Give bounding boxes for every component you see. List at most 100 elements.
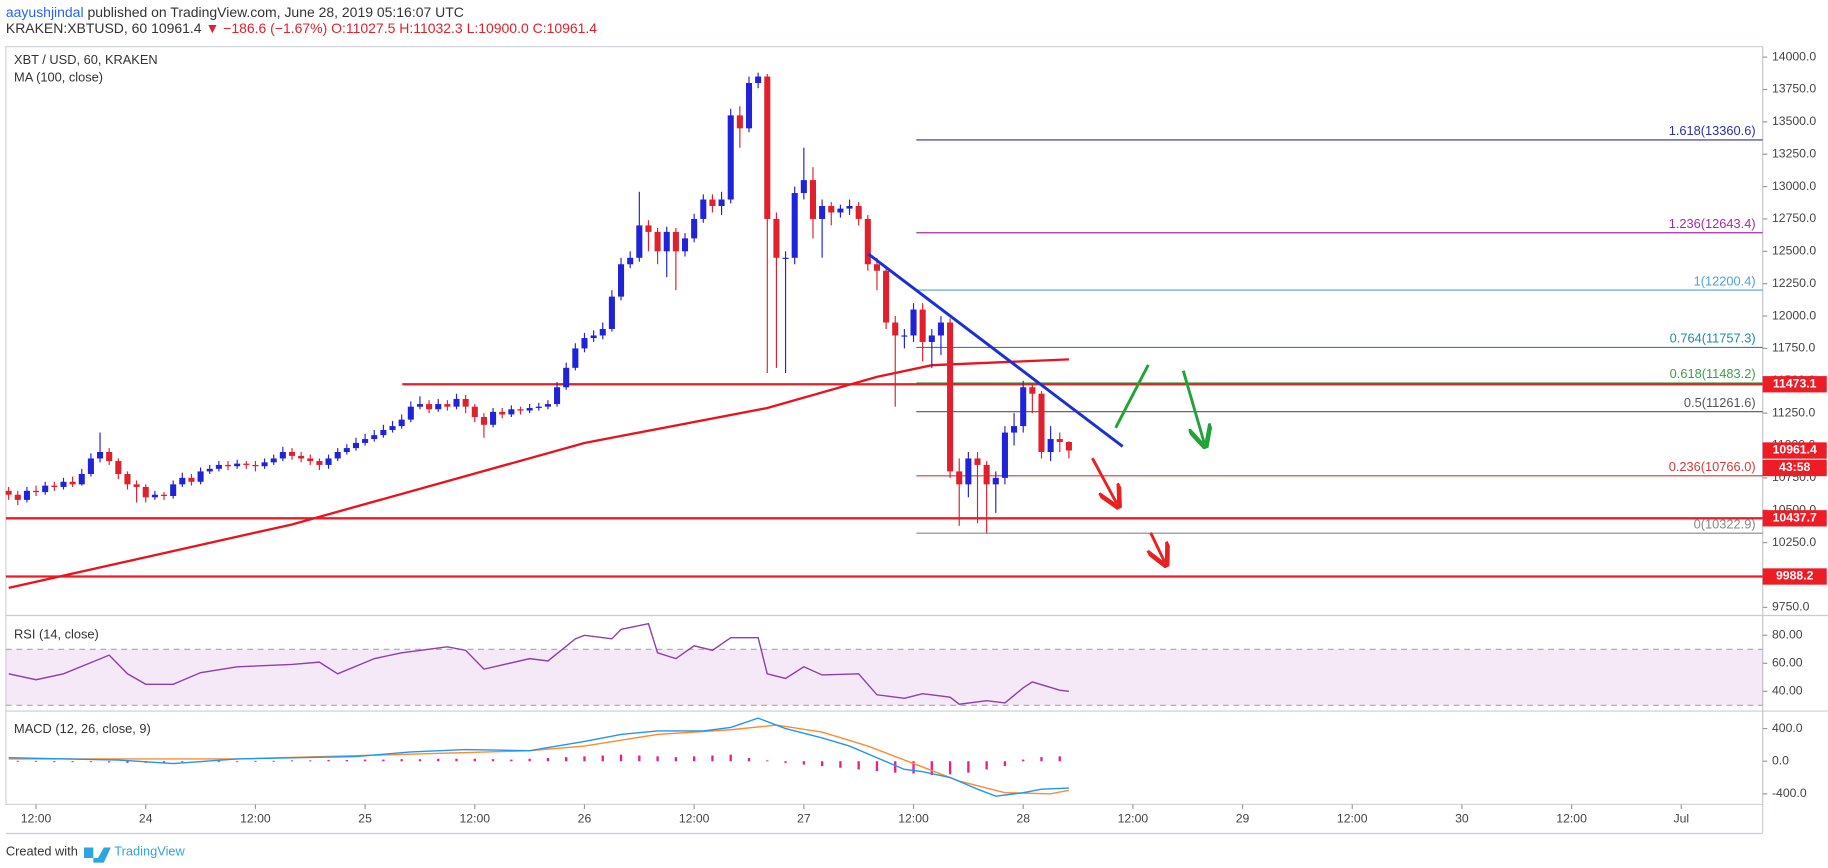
macd-histogram-bar <box>857 761 860 770</box>
candle-body <box>846 206 853 209</box>
candle-body <box>873 264 880 271</box>
candle-body <box>115 461 122 474</box>
candle-body <box>764 76 771 219</box>
y-tick-label: 11250.0 <box>1772 405 1816 419</box>
macd-histogram-bar <box>820 761 824 767</box>
candle-body <box>937 322 944 336</box>
candle-body <box>462 398 469 407</box>
candle-body <box>773 218 780 258</box>
level-price-label: 9988.2 <box>1776 569 1814 583</box>
candle-body <box>1065 441 1072 451</box>
ohlc: H:11032.3 <box>399 20 463 36</box>
macd-histogram-bar <box>967 761 970 773</box>
candle-body <box>618 264 625 297</box>
candle-body <box>252 464 259 467</box>
candle-body <box>106 451 113 462</box>
candle-body <box>97 451 104 459</box>
candle-body <box>124 473 131 485</box>
candle-body <box>60 481 67 487</box>
x-tick-label: Jul <box>1673 812 1689 826</box>
frame <box>5 46 1828 835</box>
candle-body <box>672 231 679 252</box>
candle-body <box>883 270 890 323</box>
macd-histogram-bar <box>875 761 879 772</box>
candle-body <box>5 490 12 495</box>
macd-histogram-bar <box>16 760 19 762</box>
footer-brand[interactable]: TradingView <box>114 844 185 859</box>
chart-title: XBT / USD, 60, KRAKEN <box>14 52 158 67</box>
author: aayushjindal <box>6 4 84 20</box>
last: 10961.4 <box>151 20 202 36</box>
candle-body <box>33 490 40 493</box>
macd-histogram-bar <box>656 756 659 762</box>
macd-histogram-bar <box>1003 761 1007 767</box>
macd-histogram-bar <box>126 761 129 763</box>
level-price-label-box <box>1762 568 1827 585</box>
candle-body <box>892 322 899 336</box>
candle-body <box>480 417 487 425</box>
candle-body <box>1056 439 1063 442</box>
macd-histogram-bar <box>766 760 769 762</box>
candle-body <box>718 199 725 207</box>
macd-histogram-bar <box>254 760 257 762</box>
fib-label: 0.236(10766.0) <box>1669 459 1756 474</box>
macd-histogram-bar <box>784 761 787 763</box>
candle-body <box>563 367 570 388</box>
candle-body <box>499 411 506 415</box>
candle-body <box>681 238 689 252</box>
candle-body <box>453 398 460 407</box>
macd-histogram-bar <box>309 760 312 762</box>
macd-histogram-bar <box>601 755 604 762</box>
publisher-line: aayushjindal published on TradingView.co… <box>6 4 464 20</box>
red-arrow-down <box>1091 457 1116 503</box>
y-tick-label: -400.0 <box>1772 786 1807 800</box>
candle-body <box>435 404 442 410</box>
macd-histogram-bar <box>418 759 422 762</box>
y-tick-label: 13750.0 <box>1772 82 1816 96</box>
x-tick-label: 26 <box>578 812 592 826</box>
candle-body <box>855 206 862 219</box>
macd-histogram-bar <box>89 761 93 763</box>
candle-body <box>288 451 296 456</box>
ohlc: L:10900.0 <box>467 20 529 36</box>
macd-histogram-bar <box>546 757 550 762</box>
candle-body <box>380 429 387 436</box>
fib-label: 1.236(12643.4) <box>1669 216 1756 231</box>
macd-histogram-bar <box>638 755 641 762</box>
candle-body <box>426 404 433 410</box>
candle-body <box>745 83 753 129</box>
candle-body <box>243 463 250 465</box>
candle-body <box>151 494 158 498</box>
candle-body <box>51 485 58 487</box>
candle-body <box>42 485 49 493</box>
candle-body <box>206 468 213 472</box>
countdown-label-box <box>1762 459 1827 477</box>
macd-histogram-bar <box>235 761 239 763</box>
candle-body <box>298 455 305 459</box>
candle-body <box>1001 432 1008 478</box>
candle-body <box>261 462 268 467</box>
fib-label: 0(10322.9) <box>1694 516 1756 531</box>
candle-body <box>590 335 597 339</box>
y-tick-label: 13500.0 <box>1772 114 1816 128</box>
candle-body <box>343 448 350 452</box>
candle-body <box>965 458 972 485</box>
x-tick-label: 12:00 <box>679 812 710 826</box>
fib-label: 0.5(11261.6) <box>1684 395 1756 410</box>
candle-body <box>170 484 177 497</box>
candle-body <box>709 199 716 207</box>
macd-histogram-bar <box>382 759 385 762</box>
macd-histogram-bar <box>272 760 275 762</box>
candle-body <box>654 231 661 252</box>
candle-body <box>1029 387 1036 394</box>
macd-histogram-bar <box>711 755 714 762</box>
macd-histogram-bar <box>894 761 897 773</box>
macd-line <box>8 717 1069 797</box>
fib-label: 1.618(13360.6) <box>1669 123 1756 138</box>
macd-histogram-bar <box>437 758 440 762</box>
macd-histogram-bar <box>583 756 586 762</box>
ma-label: MA (100, close) <box>14 69 103 84</box>
candle-body <box>179 477 186 485</box>
ohlc: O:11027.5 <box>331 20 395 36</box>
